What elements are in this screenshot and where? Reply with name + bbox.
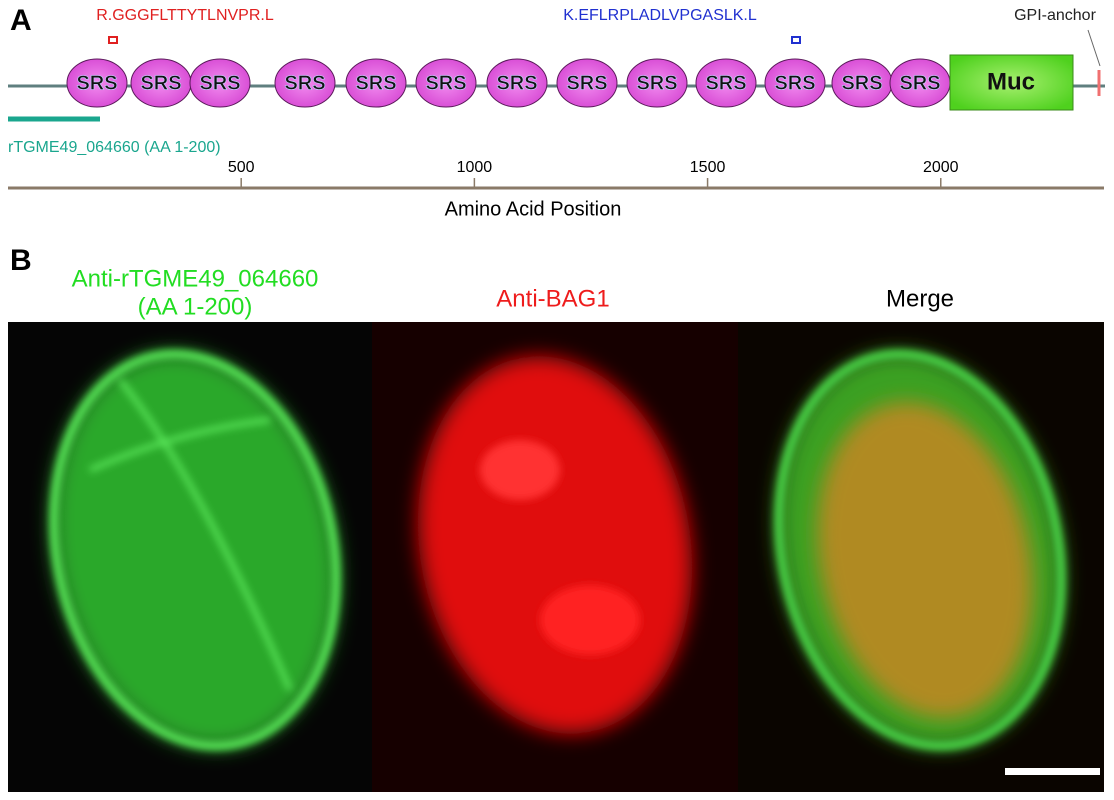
peptide-label: K.EFLRPLADLVPGASLK.L [563,7,757,24]
srs-domain [274,58,336,108]
axis-label: Amino Acid Position [445,198,622,220]
domain-label: SRS [899,72,940,94]
axis-tick-label: 2000 [923,159,959,176]
domain-label: SRS [566,72,607,94]
srs-domain [486,58,548,108]
image-title: (AA 1-200) [138,293,253,320]
construct-label: rTGME49_064660 (AA 1-200) [8,139,221,156]
image-title: Anti-rTGME49_064660 [72,265,319,292]
axis-tick-label: 500 [228,159,255,176]
anchor-label: GPI-anchor [1014,7,1096,24]
merge-image [738,322,1104,792]
peptide-marker [108,36,118,44]
image-title: Merge [886,285,954,312]
axis-tick-label: 1500 [690,159,726,176]
domain-label: SRS [636,72,677,94]
domain-label: SRS [705,72,746,94]
srs-domain [556,58,618,108]
domain-label: SRS [140,72,181,94]
domain-label: Muc [987,68,1035,95]
red-channel-image [372,322,738,792]
domain-label: SRS [355,72,396,94]
srs-domain [415,58,477,108]
axis-tick-label: 1000 [457,159,493,176]
domain-label: SRS [425,72,466,94]
domain-label: SRS [284,72,325,94]
srs-domain [189,58,251,108]
panel-label: B [10,244,32,277]
image-title: Anti-BAG1 [496,285,609,312]
srs-domain [345,58,407,108]
domain-label: SRS [199,72,240,94]
domain-label: SRS [774,72,815,94]
srs-domain [695,58,757,108]
scale-bar [1005,768,1100,775]
domain-label: SRS [496,72,537,94]
peptide-label: R.GGGFLTTYTLNVPR.L [96,7,274,24]
srs-domain [66,58,128,108]
green-channel-image [49,350,341,750]
srs-domain [764,58,826,108]
domain-label: SRS [76,72,117,94]
anchor-pointer [1087,29,1101,67]
peptide-marker [791,36,801,44]
muc-domain [949,54,1074,111]
panel-label: A [10,4,32,37]
domain-label: SRS [841,72,882,94]
srs-domain [626,58,688,108]
